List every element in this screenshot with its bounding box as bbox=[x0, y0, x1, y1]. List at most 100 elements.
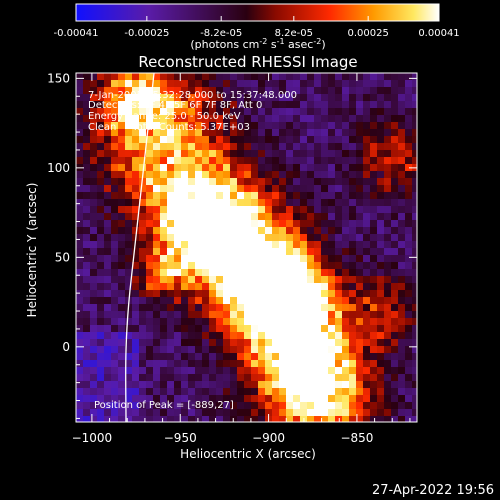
heatmap-pixel bbox=[104, 171, 112, 179]
heatmap-pixel bbox=[321, 297, 329, 305]
heatmap-pixel bbox=[139, 255, 147, 263]
heatmap-pixel bbox=[272, 220, 280, 228]
heatmap-pixel bbox=[398, 157, 406, 165]
heatmap-pixel bbox=[398, 94, 406, 102]
heatmap-pixel bbox=[153, 325, 161, 333]
heatmap-pixel bbox=[139, 248, 147, 256]
heatmap-pixel bbox=[202, 73, 210, 81]
heatmap-pixel bbox=[90, 122, 98, 130]
heatmap-pixel bbox=[258, 360, 266, 368]
heatmap-pixel bbox=[412, 311, 417, 319]
heatmap-pixel bbox=[230, 206, 238, 214]
heatmap-pixel bbox=[223, 164, 231, 172]
heatmap-pixel bbox=[244, 290, 252, 298]
heatmap-pixel bbox=[146, 374, 154, 382]
heatmap-pixel bbox=[188, 115, 196, 123]
heatmap-pixel bbox=[111, 276, 119, 284]
heatmap-pixel bbox=[363, 80, 371, 88]
heatmap-pixel bbox=[370, 255, 378, 263]
heatmap-pixel bbox=[363, 255, 371, 263]
heatmap-pixel bbox=[167, 115, 175, 123]
heatmap-pixel bbox=[384, 150, 392, 158]
heatmap-pixel bbox=[412, 304, 417, 312]
heatmap-pixel bbox=[356, 213, 364, 221]
heatmap-pixel bbox=[265, 129, 273, 137]
heatmap-pixel bbox=[97, 122, 105, 130]
heatmap-pixel bbox=[118, 409, 126, 417]
heatmap-pixel bbox=[139, 353, 147, 361]
heatmap-pixel bbox=[335, 318, 343, 326]
heatmap-pixel bbox=[384, 304, 392, 312]
heatmap-pixel bbox=[125, 311, 133, 319]
heatmap-pixel bbox=[300, 290, 308, 298]
heatmap-pixel bbox=[293, 381, 301, 389]
heatmap-pixel bbox=[90, 227, 98, 235]
heatmap-pixel bbox=[405, 185, 413, 193]
heatmap-pixel bbox=[279, 311, 287, 319]
heatmap-pixel bbox=[342, 262, 350, 270]
heatmap-pixel bbox=[111, 213, 119, 221]
heatmap-pixel bbox=[153, 255, 161, 263]
heatmap-pixel bbox=[328, 360, 336, 368]
heatmap-pixel bbox=[377, 297, 385, 305]
heatmap-pixel bbox=[195, 346, 203, 354]
heatmap-pixel bbox=[125, 73, 133, 81]
heatmap-pixel bbox=[195, 73, 203, 81]
heatmap-pixel bbox=[216, 227, 224, 235]
heatmap-pixel bbox=[349, 311, 357, 319]
heatmap-pixel bbox=[321, 346, 329, 354]
heatmap-pixel bbox=[160, 297, 168, 305]
heatmap-pixel bbox=[90, 381, 98, 389]
heatmap-pixel bbox=[314, 395, 322, 403]
heatmap-pixel bbox=[118, 388, 126, 396]
heatmap-pixel bbox=[237, 318, 245, 326]
heatmap-pixel bbox=[111, 94, 119, 102]
heatmap-pixel bbox=[342, 311, 350, 319]
heatmap-pixel bbox=[153, 150, 161, 158]
heatmap-pixel bbox=[342, 367, 350, 375]
heatmap-pixel bbox=[104, 150, 112, 158]
colorbar-ticks: -0.00041 -0.00025 -8.2e-05 8.2e-05 0.00025 0.… bbox=[54, 16, 460, 39]
heatmap-pixel bbox=[230, 220, 238, 228]
heatmap-pixel bbox=[384, 136, 392, 144]
heatmap-pixel bbox=[167, 283, 175, 291]
heatmap-pixel bbox=[272, 227, 280, 235]
heatmap-pixel bbox=[391, 332, 399, 340]
heatmap-pixel bbox=[405, 311, 413, 319]
heatmap-pixel bbox=[76, 220, 84, 228]
heatmap-pixel bbox=[384, 311, 392, 319]
heatmap-pixel bbox=[153, 199, 161, 207]
heatmap-pixel bbox=[342, 339, 350, 347]
heatmap-pixel bbox=[111, 332, 119, 340]
heatmap-pixel bbox=[342, 409, 350, 417]
heatmap-pixel bbox=[258, 381, 266, 389]
heatmap-pixel bbox=[244, 136, 252, 144]
heatmap-pixel bbox=[405, 318, 413, 326]
heatmap-pixel bbox=[174, 402, 182, 410]
heatmap-pixel bbox=[251, 101, 259, 109]
heatmap-pixel bbox=[188, 136, 196, 144]
heatmap-pixel bbox=[111, 360, 119, 368]
heatmap-pixel bbox=[223, 395, 231, 403]
heatmap-pixel bbox=[314, 136, 322, 144]
heatmap-pixel bbox=[300, 311, 308, 319]
heatmap-pixel bbox=[286, 381, 294, 389]
heatmap-pixel bbox=[328, 353, 336, 361]
heatmap-pixel bbox=[384, 248, 392, 256]
heatmap-pixel bbox=[307, 276, 315, 284]
heatmap-pixel bbox=[279, 122, 287, 130]
heatmap-pixel bbox=[125, 416, 133, 422]
heatmap-pixel bbox=[377, 311, 385, 319]
heatmap-pixel bbox=[272, 353, 280, 361]
heatmap-pixel bbox=[153, 283, 161, 291]
heatmap-pixel bbox=[97, 311, 105, 319]
heatmap-pixel bbox=[321, 213, 329, 221]
heatmap-pixel bbox=[286, 311, 294, 319]
heatmap-pixel bbox=[405, 115, 413, 123]
heatmap-pixel bbox=[216, 108, 224, 116]
heatmap-pixel bbox=[286, 269, 294, 277]
heatmap-pixel bbox=[321, 255, 329, 263]
heatmap-pixel bbox=[405, 199, 413, 207]
heatmap-pixel bbox=[342, 80, 350, 88]
heatmap-pixel bbox=[230, 297, 238, 305]
